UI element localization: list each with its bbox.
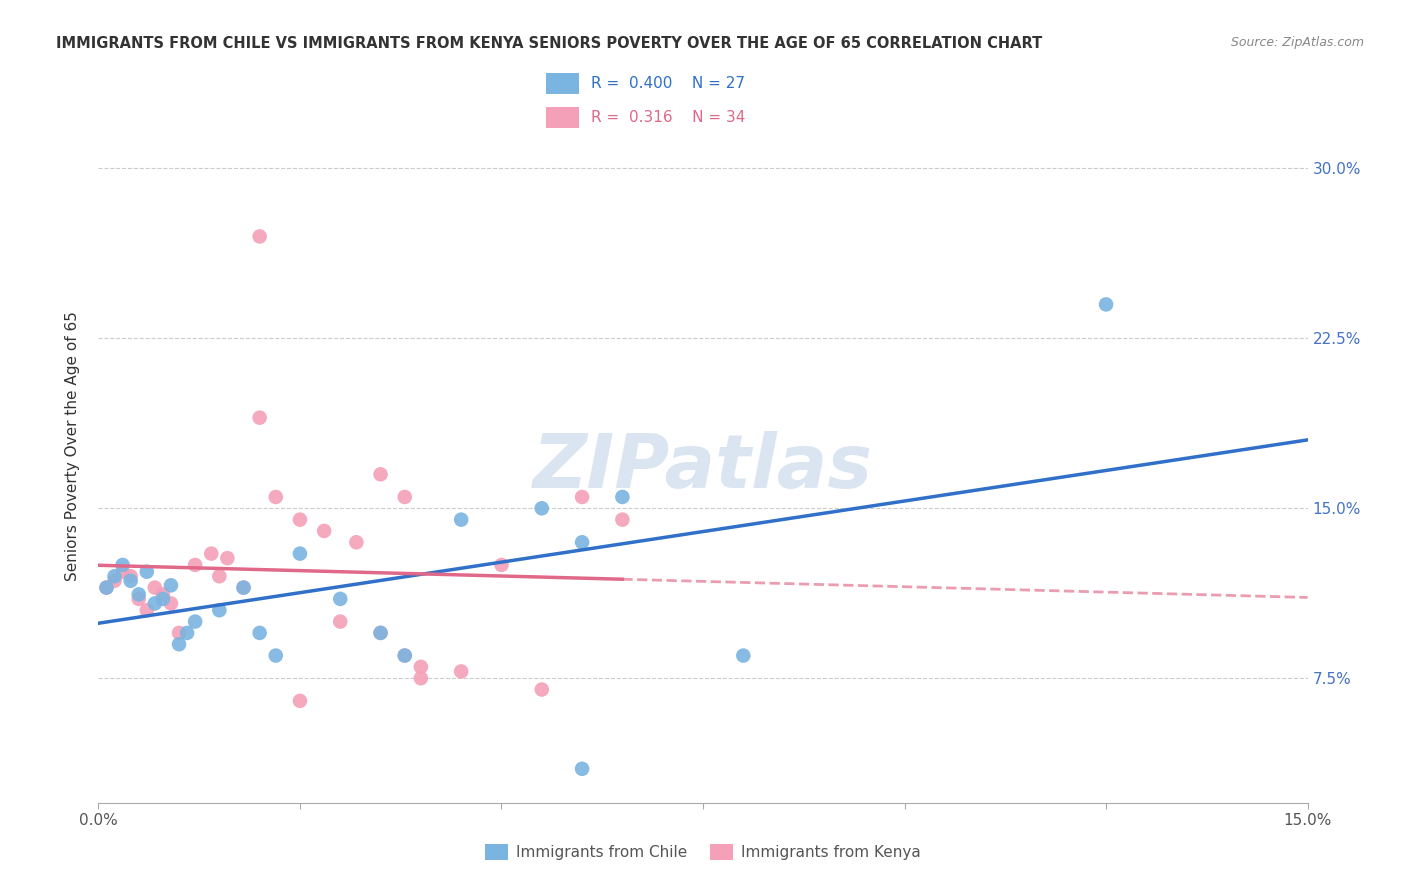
Point (264, 648, 287, 663)
Point (370, 626, 392, 640)
Point (111, 565, 134, 579)
Point (394, 648, 416, 663)
Point (571, 490, 593, 504)
Point (111, 558, 134, 572)
Point (128, 591, 150, 606)
Point (184, 558, 207, 572)
Bar (546, 73, 579, 95)
Point (612, 490, 634, 504)
Point (571, 762, 593, 776)
Point (120, 569, 142, 583)
Point (167, 626, 190, 640)
Point (491, 558, 513, 572)
Point (152, 587, 174, 601)
Point (329, 615, 352, 629)
Point (288, 694, 311, 708)
Point (394, 490, 416, 504)
Point (1095, 297, 1118, 311)
Point (160, 578, 183, 592)
Point (612, 513, 634, 527)
Point (733, 648, 755, 663)
Text: R =  0.400    N = 27: R = 0.400 N = 27 (591, 76, 745, 91)
Text: Source: ZipAtlas.com: Source: ZipAtlas.com (1230, 36, 1364, 49)
Point (232, 581, 254, 595)
Point (288, 547, 311, 561)
Y-axis label: Seniors Poverty Over the Age of 65: Seniors Poverty Over the Age of 65 (65, 311, 80, 581)
Point (152, 591, 174, 606)
Point (135, 603, 157, 617)
Point (288, 513, 311, 527)
Point (249, 229, 271, 244)
Point (208, 569, 231, 583)
Point (450, 513, 472, 527)
Point (450, 665, 472, 679)
Point (103, 574, 125, 588)
Legend: Immigrants from Chile, Immigrants from Kenya: Immigrants from Chile, Immigrants from K… (479, 838, 927, 866)
Point (571, 535, 593, 549)
Point (249, 410, 271, 425)
Point (409, 660, 432, 674)
Point (96, 581, 118, 595)
Point (344, 535, 367, 549)
Bar (546, 107, 579, 128)
Point (176, 626, 198, 640)
Point (264, 490, 287, 504)
Point (314, 524, 336, 538)
Point (217, 551, 239, 566)
Point (249, 626, 271, 640)
Point (394, 648, 416, 663)
Point (160, 597, 183, 611)
Text: R =  0.316    N = 34: R = 0.316 N = 34 (591, 111, 745, 125)
Point (232, 581, 254, 595)
Point (409, 671, 432, 685)
Point (167, 637, 190, 651)
Point (200, 547, 222, 561)
Point (208, 603, 231, 617)
Point (370, 467, 392, 482)
Point (103, 569, 125, 583)
Point (120, 574, 142, 588)
Text: IMMIGRANTS FROM CHILE VS IMMIGRANTS FROM KENYA SENIORS POVERTY OVER THE AGE OF 6: IMMIGRANTS FROM CHILE VS IMMIGRANTS FROM… (56, 36, 1042, 51)
Point (128, 587, 150, 601)
Point (143, 597, 166, 611)
Point (530, 682, 553, 697)
Point (329, 591, 352, 606)
Point (143, 581, 166, 595)
Point (96, 581, 118, 595)
Point (530, 501, 553, 516)
Point (135, 565, 157, 579)
Text: ZIPatlas: ZIPatlas (533, 431, 873, 504)
Point (184, 615, 207, 629)
Point (370, 626, 392, 640)
